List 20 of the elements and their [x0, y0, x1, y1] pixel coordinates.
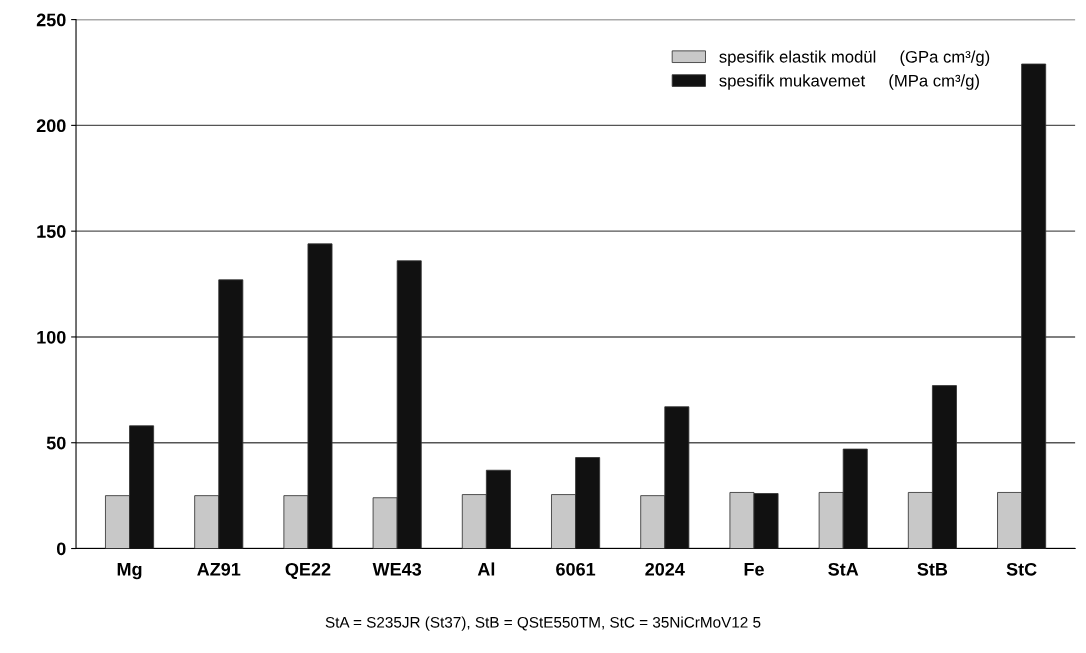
x-tick-label: QE22: [285, 562, 331, 580]
y-tick-label: 0: [56, 542, 66, 556]
x-tick-label: StC: [1006, 562, 1037, 576]
x-tick-label: StB: [917, 562, 948, 576]
y-tick-label: 50: [46, 436, 66, 450]
y-tick-label: 150: [37, 225, 66, 238]
x-tick-label: AZ91: [197, 562, 241, 576]
legend-label: spesifik elastik modül (GPa cm³/g): [719, 50, 990, 66]
legend-label: spesifik mukavemet (MPa cm³/g): [719, 74, 979, 90]
x-tick-label: WE43: [372, 562, 422, 576]
x-tick-label: Fe: [744, 563, 764, 576]
x-tick-label: Mg: [117, 562, 142, 580]
x-tick-label: StA: [828, 562, 859, 576]
x-tick-label: Al: [477, 562, 495, 576]
y-tick-label: 100: [37, 330, 66, 344]
x-tick-label: 6061: [556, 562, 596, 576]
y-tick-label: 250: [36, 13, 66, 27]
text: StA = S235JR (St37), StB = QStE550TM, StC = 35NiCrMoV12 5: [325, 616, 761, 631]
y-tick-label: 200: [36, 119, 66, 133]
x-tick-label: 2024: [645, 562, 685, 576]
